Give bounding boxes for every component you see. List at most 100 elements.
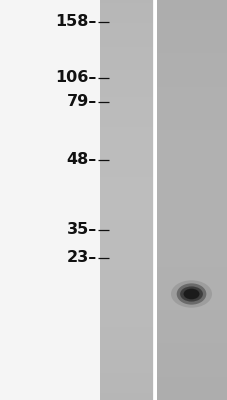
Bar	[156, 180, 227, 183]
Bar	[100, 123, 152, 127]
Bar	[156, 100, 227, 103]
Bar	[100, 207, 152, 210]
Bar	[156, 93, 227, 97]
Bar	[156, 110, 227, 113]
Bar	[100, 343, 152, 347]
Bar	[156, 140, 227, 143]
Ellipse shape	[179, 286, 202, 302]
Bar	[156, 257, 227, 260]
Bar	[156, 220, 227, 223]
Bar	[156, 333, 227, 337]
Bar	[100, 0, 152, 3]
Bar	[156, 247, 227, 250]
Bar	[156, 307, 227, 310]
Bar	[156, 230, 227, 233]
Bar	[100, 43, 152, 47]
Bar	[100, 53, 152, 57]
Bar	[156, 373, 227, 377]
Text: 158–: 158–	[55, 14, 96, 30]
Bar	[100, 293, 152, 297]
Bar	[100, 350, 152, 353]
Bar	[156, 177, 227, 180]
Bar	[100, 223, 152, 227]
Bar	[100, 217, 152, 220]
Ellipse shape	[170, 280, 211, 308]
Bar	[100, 7, 152, 10]
Bar	[100, 353, 152, 357]
Bar	[156, 37, 227, 40]
Bar	[100, 360, 152, 363]
Bar	[156, 240, 227, 243]
Bar	[156, 47, 227, 50]
Bar	[156, 43, 227, 47]
Bar	[100, 250, 152, 253]
Bar	[100, 190, 152, 193]
Bar	[156, 17, 227, 20]
Bar	[156, 283, 227, 287]
Bar	[100, 187, 152, 190]
Bar	[156, 340, 227, 343]
Bar	[100, 23, 152, 27]
Bar	[100, 213, 152, 217]
Bar	[100, 97, 152, 100]
Bar	[156, 243, 227, 247]
Bar	[156, 33, 227, 37]
Bar	[100, 70, 152, 73]
Bar	[100, 307, 152, 310]
Bar	[100, 393, 152, 397]
Bar	[100, 120, 152, 123]
Bar	[156, 297, 227, 300]
Bar	[156, 137, 227, 140]
Bar	[100, 103, 152, 107]
Bar	[100, 10, 152, 13]
Bar	[100, 127, 152, 130]
Bar	[100, 303, 152, 307]
Bar	[156, 233, 227, 237]
Bar	[100, 47, 152, 50]
Bar	[156, 313, 227, 317]
Bar	[100, 203, 152, 207]
Bar	[156, 167, 227, 170]
Bar	[100, 357, 152, 360]
Bar	[100, 177, 152, 180]
Bar	[156, 287, 227, 290]
Bar	[100, 253, 152, 257]
Bar	[100, 83, 152, 87]
Bar	[100, 87, 152, 90]
Bar	[156, 173, 227, 177]
Bar	[156, 150, 227, 153]
Bar	[100, 183, 152, 187]
Bar	[156, 250, 227, 253]
Bar	[156, 213, 227, 217]
Bar	[100, 60, 152, 63]
Bar	[156, 223, 227, 227]
Bar	[156, 120, 227, 123]
Bar	[100, 27, 152, 30]
Bar	[156, 0, 227, 3]
Bar	[156, 267, 227, 270]
Bar	[156, 7, 227, 10]
Bar	[156, 67, 227, 70]
Bar	[100, 367, 152, 370]
Bar	[100, 57, 152, 60]
Bar	[100, 300, 152, 303]
Bar	[100, 310, 152, 313]
Bar	[156, 303, 227, 307]
Bar	[156, 320, 227, 323]
Bar	[100, 73, 152, 77]
Bar	[156, 190, 227, 193]
Bar	[100, 270, 152, 273]
Bar	[100, 197, 152, 200]
Bar	[100, 147, 152, 150]
Bar	[100, 320, 152, 323]
Bar	[156, 60, 227, 63]
Bar	[100, 77, 152, 80]
Bar	[156, 3, 227, 7]
Bar	[156, 273, 227, 277]
Bar	[156, 103, 227, 107]
Bar	[156, 63, 227, 67]
Bar	[156, 153, 227, 157]
Bar	[156, 237, 227, 240]
Bar	[156, 390, 227, 393]
Bar	[100, 37, 152, 40]
